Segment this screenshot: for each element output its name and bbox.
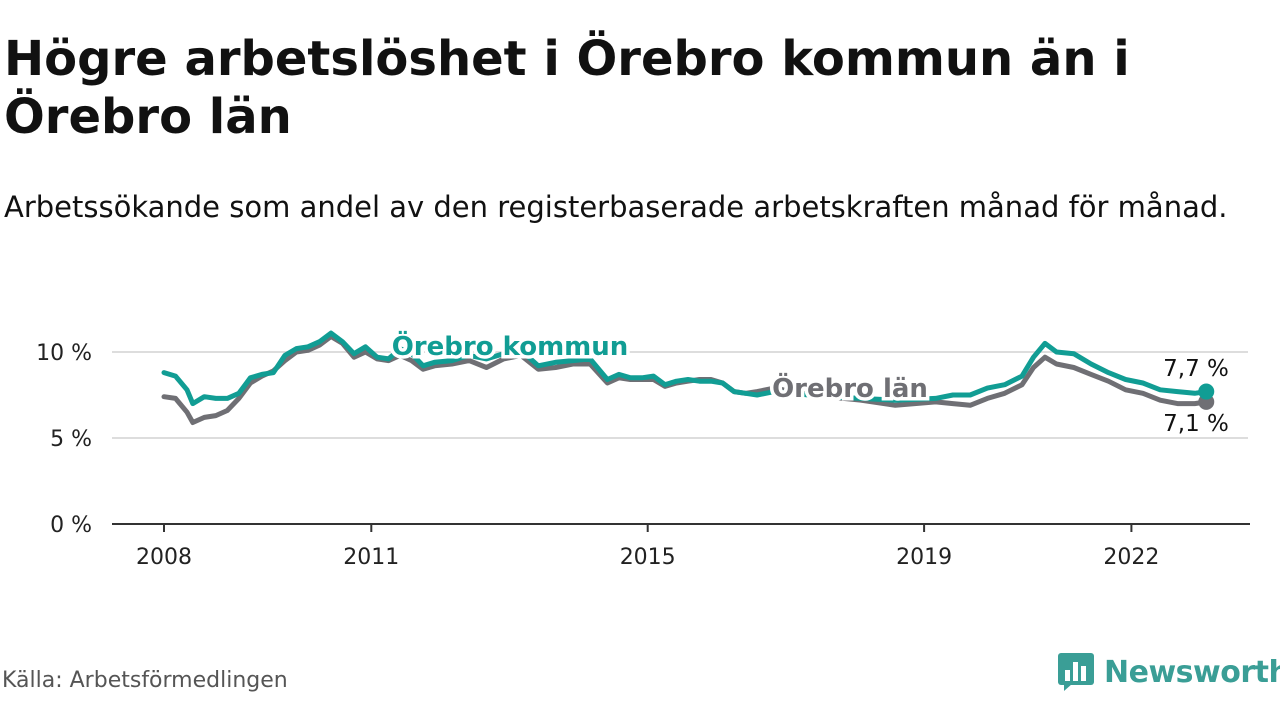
x-tick-label: 2022: [1103, 545, 1159, 570]
y-tick-label: 5 %: [50, 427, 92, 452]
bar-chart-bubble-icon: [1058, 653, 1094, 691]
x-tick-label: 2008: [136, 545, 192, 570]
brand-name: Newsworthy: [1104, 654, 1280, 690]
x-tick-label: 2019: [896, 545, 952, 570]
x-tick-label: 2011: [343, 545, 399, 570]
newsworthy-logo[interactable]: Newsworthy: [1058, 653, 1280, 691]
end-point-kommun: [1198, 383, 1215, 400]
end-value-lan: 7,1 %: [1163, 411, 1229, 437]
y-tick-label: 0 %: [50, 513, 92, 538]
y-tick-label: 10 %: [36, 341, 92, 366]
series-line-lan: [161, 334, 1209, 425]
chart-title: Högre arbetslöshet i Örebro kommun än i …: [4, 31, 1130, 145]
series-line-kommun: [161, 330, 1209, 407]
end-value-kommun: 7,7 %: [1163, 356, 1229, 382]
series-label-kommun: Örebro kommun: [392, 329, 629, 362]
source-note: Källa: Arbetsförmedlingen: [2, 668, 288, 693]
series-label-lan: Örebro län: [772, 371, 928, 404]
x-tick-label: 2015: [620, 545, 676, 570]
chart-subtitle: Arbetssökande som andel av den registerb…: [4, 190, 1228, 224]
line-chart: 0 % 5 % 10 % 2008 2011 2015 2019 2022 Örebro ko…: [36, 326, 1250, 570]
